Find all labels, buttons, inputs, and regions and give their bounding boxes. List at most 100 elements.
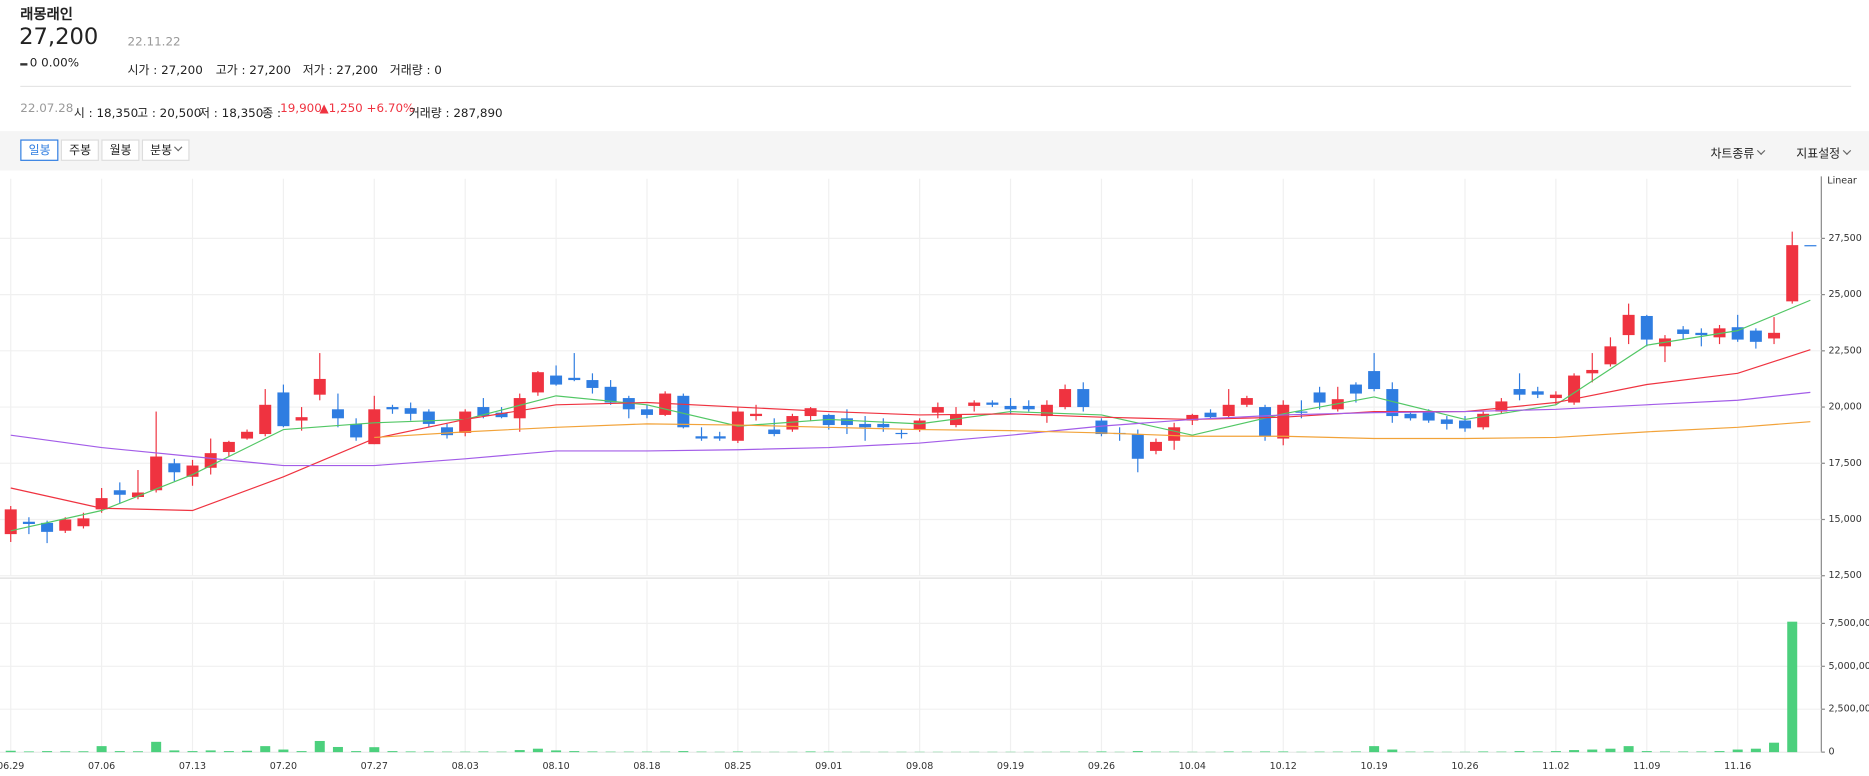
x-tick-label: 08.18: [633, 761, 660, 772]
candle-body: [1568, 375, 1581, 403]
volume-bar: [496, 751, 507, 753]
candle-body: [1695, 332, 1708, 336]
x-tick-label: 06.29: [0, 761, 24, 772]
volume-bar: [60, 751, 71, 753]
volume-bar: [460, 751, 471, 753]
info-low: 저 : 18,350: [199, 107, 264, 121]
candle-body: [41, 522, 54, 532]
open-price: 시가 : 27,200: [127, 64, 203, 78]
volume-bar: [1550, 751, 1561, 753]
volume-bar: [1150, 751, 1161, 753]
candle-body: [1204, 412, 1217, 418]
candle-body: [986, 402, 999, 405]
menu-label: 차트종류: [1710, 147, 1755, 161]
volume-bar: [278, 749, 289, 753]
x-tick-label: 08.10: [542, 761, 569, 772]
info-high: 고 : 20,500: [137, 107, 202, 121]
volume-bar: [1405, 751, 1416, 753]
candle-body: [459, 411, 472, 433]
candle-body: [1040, 404, 1053, 417]
candle-body: [968, 402, 981, 406]
period-button[interactable]: 월봉: [101, 139, 140, 161]
candle-body: [1586, 369, 1599, 374]
volume-bar: [1078, 751, 1089, 753]
info-volume: 거래량 : 287,890: [408, 107, 503, 121]
candle-body: [1440, 419, 1453, 424]
candle-body: [386, 407, 399, 410]
volume-bar: [1223, 751, 1234, 753]
candle-body: [1459, 420, 1472, 429]
y-tick-label: 25,000: [1828, 289, 1861, 300]
volume-bar: [1260, 751, 1271, 753]
y-tick-label: 15,000: [1828, 514, 1861, 525]
volume-bar: [605, 751, 616, 753]
candle-body: [1149, 441, 1162, 451]
candle-body: [1622, 314, 1635, 336]
volume-bar: [78, 751, 89, 753]
y-tick-label: 22,500: [1828, 345, 1861, 356]
volume-bar: [1496, 751, 1507, 753]
volume-bar: [1750, 748, 1761, 753]
candle-body: [1131, 434, 1144, 459]
candle-body: [477, 407, 490, 417]
candle-body: [877, 423, 890, 428]
candle-body: [1059, 389, 1072, 408]
candle-body: [677, 395, 690, 428]
volume-bar: [569, 751, 580, 753]
volume-bar: [641, 751, 652, 753]
volume-bar: [132, 751, 143, 753]
y-tick-label: 27,500: [1828, 233, 1861, 244]
candle-body: [1640, 315, 1653, 340]
period-button[interactable]: 일봉: [20, 139, 59, 161]
volume-bar: [151, 741, 162, 753]
x-tick-label: 08.25: [724, 761, 751, 772]
volume-bar: [678, 751, 689, 753]
volume-bar: [5, 750, 16, 753]
chart-type-menu[interactable]: 차트종류: [1710, 143, 1766, 161]
candle-body: [622, 398, 635, 410]
volume-bar: [623, 751, 634, 753]
flat-indicator: [20, 63, 28, 66]
candle-body: [1404, 413, 1417, 419]
volume-bar: [1641, 751, 1652, 753]
volume-bar: [551, 750, 562, 753]
y-tick-label: 17,500: [1828, 458, 1861, 469]
volume-bar: [1423, 751, 1434, 753]
candle-body: [1604, 346, 1617, 365]
volume-bar: [1060, 751, 1071, 753]
volume-bar: [696, 751, 707, 753]
candle-body: [95, 498, 108, 510]
x-tick-label: 09.26: [1088, 761, 1115, 772]
candle-body: [513, 398, 526, 419]
volume-bar: [1096, 751, 1107, 753]
moving-average-line: [10, 391, 1811, 467]
candle-body: [331, 409, 344, 419]
candle-body: [1677, 329, 1690, 334]
candle-body: [495, 412, 508, 418]
candle-body: [750, 413, 763, 417]
candle-body: [404, 408, 417, 414]
candle-body: [1495, 401, 1508, 412]
volume-bar: [1132, 751, 1143, 753]
candle-body: [441, 427, 454, 436]
candle-body: [295, 417, 308, 421]
candle-body: [1168, 427, 1181, 441]
volume-bar: [1623, 746, 1634, 753]
info-close: 19,900: [280, 102, 322, 116]
candle-body: [859, 423, 872, 428]
period-button[interactable]: 주봉: [60, 139, 100, 161]
period-button[interactable]: 분봉: [141, 139, 191, 161]
candle-body: [695, 436, 708, 439]
volume-bar: [223, 751, 234, 753]
menu-label: 지표설정: [1796, 147, 1841, 161]
candle-body: [222, 441, 235, 453]
indicator-menu[interactable]: 지표설정: [1796, 143, 1851, 161]
volume-bar: [805, 751, 816, 753]
candle-body: [1513, 389, 1526, 395]
period-label: 분봉: [150, 144, 173, 158]
y-tick-label: 20,000: [1828, 402, 1861, 413]
candle-body: [277, 392, 290, 427]
y-tick-label: 0: [1828, 747, 1834, 758]
volume-bar: [732, 751, 743, 753]
